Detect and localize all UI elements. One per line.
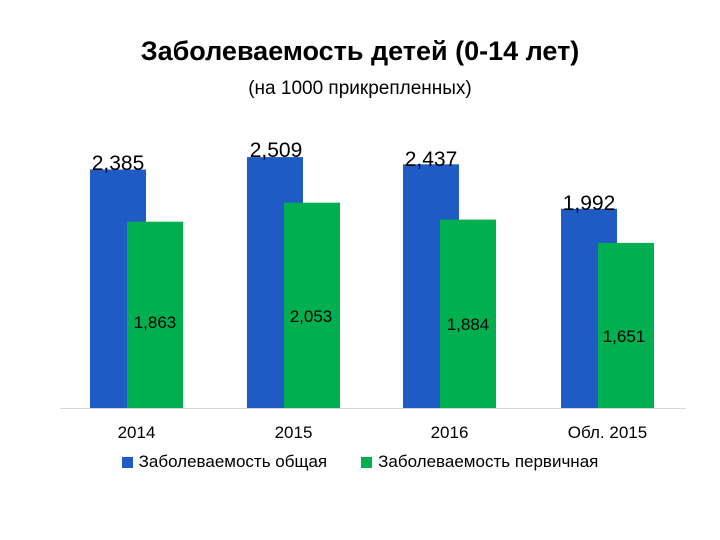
data-label-primary: 1,884 — [447, 315, 490, 334]
legend-item-primary: Заболеваемость первичная — [361, 452, 598, 472]
x-tick-label: 2014 — [118, 423, 156, 442]
data-label-primary: 1,651 — [603, 327, 646, 346]
data-label-general: 2,437 — [405, 148, 458, 171]
legend-swatch-primary — [361, 456, 373, 468]
chart-title: Заболеваемость детей (0-14 лет) — [140, 36, 580, 66]
x-tick-label: 2015 — [275, 423, 313, 442]
data-label-primary: 1,863 — [134, 313, 177, 332]
bar-primary-3 — [598, 242, 654, 408]
x-tick-label: Обл. 2015 — [568, 423, 647, 442]
legend-swatch-general — [121, 456, 133, 468]
data-label-primary: 2,053 — [290, 307, 333, 326]
chart-subtitle: (на 1000 прикрепленных) — [248, 78, 472, 99]
data-label-general: 1,992 — [563, 192, 616, 215]
x-tick-label: 2016 — [431, 423, 469, 442]
data-label-general: 2,509 — [250, 139, 303, 162]
legend-label-primary: Заболеваемость первичная — [378, 452, 599, 471]
data-label-general: 2,385 — [92, 152, 145, 175]
bar-primary-2 — [440, 219, 496, 408]
legend-item-general: Заболеваемость общая — [121, 452, 328, 472]
bar-primary-1 — [284, 202, 340, 408]
legend-label-general: Заболеваемость общая — [138, 452, 328, 471]
chart-legend: Заболеваемость общая Заболеваемость перв… — [0, 452, 720, 472]
bar-primary-0 — [127, 221, 183, 408]
